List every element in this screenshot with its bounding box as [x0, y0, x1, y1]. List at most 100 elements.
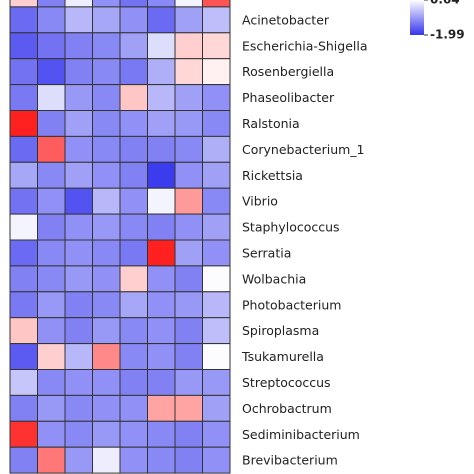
heatmap-cell [119, 394, 148, 422]
heatmap-cell [64, 187, 93, 215]
heatmap-cell [174, 369, 203, 396]
heatmap-cell [64, 6, 93, 34]
row-label: Vibrio [242, 194, 278, 209]
heatmap-cell [147, 0, 176, 8]
colorbar-tick-label: -1.99 [430, 28, 465, 42]
heatmap-cell [92, 135, 121, 163]
heatmap-cell [174, 84, 203, 111]
heatmap-cell [147, 394, 176, 422]
heatmap-cell [92, 6, 121, 34]
heatmap-cell [202, 420, 231, 448]
heatmap-cell [37, 343, 66, 371]
heatmap-cell [9, 394, 38, 422]
heatmap-cell [119, 265, 148, 293]
heatmap-cell [147, 161, 176, 189]
colorbar-tick-label: 0.64 [430, 0, 460, 7]
heatmap-cell [37, 420, 66, 448]
heatmap-cell [174, 110, 203, 137]
heatmap-cell [37, 369, 66, 396]
heatmap-cell [147, 58, 176, 86]
heatmap-cell [9, 239, 38, 267]
heatmap-cell [37, 213, 66, 241]
heatmap-cell [119, 84, 148, 111]
heatmap-cell [202, 161, 231, 189]
heatmap-cell [37, 110, 66, 137]
heatmap-cell [9, 84, 38, 111]
heatmap-cell [119, 110, 148, 137]
heatmap-cell [64, 161, 93, 189]
heatmap-cell [147, 187, 176, 215]
heatmap-cell [92, 317, 121, 345]
heatmap-cell [9, 369, 38, 396]
row-label: Escherichia-Shigella [242, 38, 368, 53]
heatmap-cell [9, 317, 38, 345]
heatmap-cell [202, 446, 231, 474]
row-label: Rickettsia [242, 168, 303, 183]
heatmap-cell [64, 0, 93, 8]
heatmap-cell [37, 161, 66, 189]
heatmap-cell [37, 394, 66, 422]
heatmap-cell [202, 0, 231, 8]
heatmap-cell [119, 161, 148, 189]
heatmap-cell [37, 6, 66, 34]
heatmap-cell [9, 187, 38, 215]
heatmap-cell [92, 213, 121, 241]
heatmap-cell [202, 213, 231, 241]
heatmap-cell [64, 317, 93, 345]
heatmap-cell [119, 187, 148, 215]
heatmap-cell [9, 265, 38, 293]
row-label: Photobacterium [242, 297, 341, 312]
heatmap-cell [92, 265, 121, 293]
heatmap-cell [9, 0, 38, 8]
heatmap-cell [147, 6, 176, 34]
heatmap-cell [147, 84, 176, 111]
heatmap-cell [9, 161, 38, 189]
heatmap-cell [92, 343, 121, 371]
heatmap-cell [9, 291, 38, 319]
heatmap-cell [147, 110, 176, 137]
heatmap-cell [119, 446, 148, 474]
row-label: Sediminibacterium [242, 427, 360, 442]
heatmap-cell [174, 0, 203, 8]
row-label: Acinetobacter [242, 12, 330, 27]
heatmap-cell [202, 239, 231, 267]
heatmap-cell [202, 291, 231, 319]
heatmap-cell [174, 239, 203, 267]
heatmap-cell [119, 58, 148, 86]
heatmap-cell [119, 213, 148, 241]
heatmap-cell [37, 187, 66, 215]
heatmap-cell [174, 291, 203, 319]
heatmap-cell [119, 0, 148, 8]
heatmap-cell [119, 239, 148, 267]
heatmap-cell [147, 343, 176, 371]
heatmap-cell [64, 446, 93, 474]
heatmap-cell [202, 187, 231, 215]
heatmap-cell [119, 343, 148, 371]
heatmap-cell [174, 58, 203, 86]
heatmap-cell [64, 291, 93, 319]
heatmap-cell [147, 369, 176, 396]
heatmap-cell [174, 161, 203, 189]
heatmap-cell [92, 420, 121, 448]
heatmap-cell [37, 239, 66, 267]
heatmap-cell [147, 317, 176, 345]
row-label: Ochrobactrum [242, 401, 332, 416]
heatmap-cell [119, 420, 148, 448]
heatmap-cell [64, 135, 93, 163]
row-label: Staphylococcus [242, 220, 340, 235]
heatmap-cell [37, 58, 66, 86]
heatmap-cell [202, 343, 231, 371]
heatmap-cell [202, 110, 231, 137]
heatmap-cell [92, 369, 121, 396]
heatmap-cell [64, 32, 93, 60]
heatmap-cell [64, 394, 93, 422]
heatmap-cell [64, 58, 93, 86]
heatmap-cell [92, 84, 121, 111]
heatmap-cell [64, 110, 93, 137]
colorbar [410, 0, 424, 35]
heatmap-cell [92, 0, 121, 8]
heatmap-cell [202, 394, 231, 422]
heatmap-cell [64, 84, 93, 111]
heatmap-cell [174, 394, 203, 422]
